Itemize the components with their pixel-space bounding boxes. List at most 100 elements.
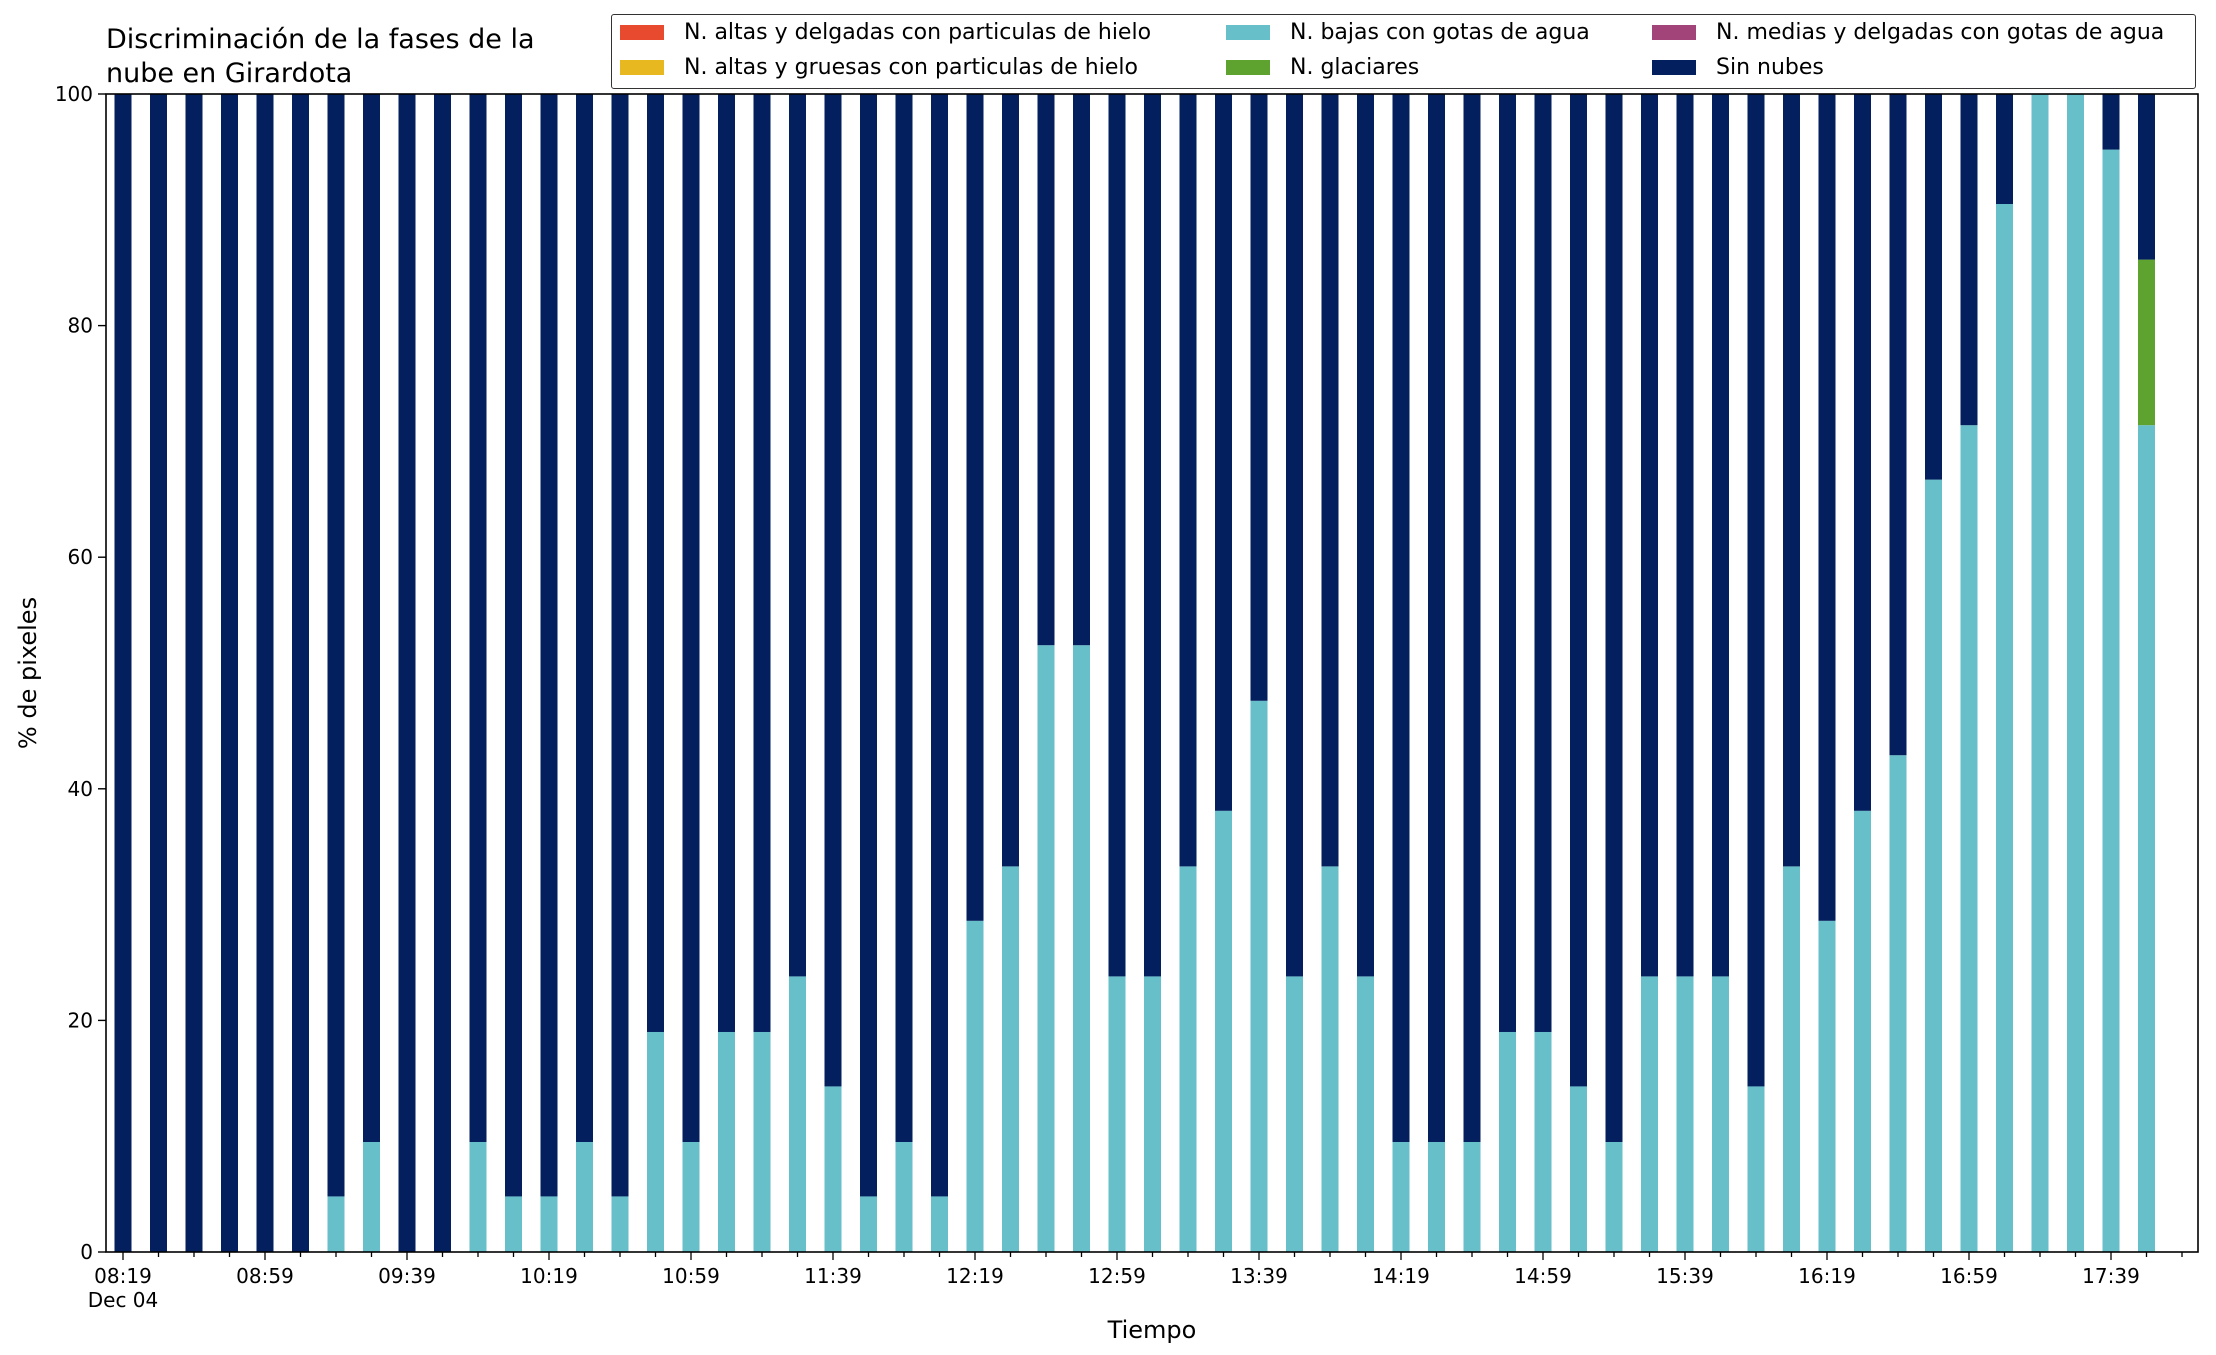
bar-segment-s3-1749: [2138, 259, 2155, 426]
x-tick-label: 09:39: [378, 1264, 436, 1288]
bar-segment-s2-1319: [1179, 866, 1197, 1252]
legend-swatch-medias-delgadas: [1652, 25, 1696, 40]
bar-segment-s2-1629: [1854, 810, 1871, 1252]
bar-segment-s5-1159: [895, 94, 913, 1142]
bar-segment-s5-1739: [2102, 94, 2120, 150]
bar-segment-s2-1449: [1499, 1031, 1516, 1252]
bar-segment-s5-1039: [611, 94, 629, 1197]
bar-segment-s5-1549: [1712, 94, 1729, 977]
bar-segment-s5-1249: [1073, 94, 1090, 646]
bar-segment-s5-1049: [647, 94, 664, 1032]
bar-segment-s5-1529: [1641, 94, 1658, 977]
bar-segment-s5-0919: [327, 94, 345, 1197]
x-tick-label: 17:39: [2082, 1264, 2140, 1288]
bar-segment-s5-1709: [1996, 94, 2013, 205]
bar-segment-s5-0939: [398, 94, 416, 1252]
legend-swatch-glaciares: [1226, 60, 1270, 75]
bar-segment-s2-1049: [647, 1031, 664, 1252]
x-tick-label: 13:39: [1230, 1264, 1288, 1288]
bar-segment-s5-1539: [1676, 94, 1694, 977]
bar-segment-s2-1609: [1783, 866, 1800, 1252]
bar-segment-s2-1729: [2067, 94, 2084, 1252]
legend-label-bajas-gotas: N. bajas con gotas de agua: [1290, 20, 1590, 45]
bar-segment-s2-1249: [1073, 645, 1090, 1252]
bar-segment-s5-0959: [469, 94, 487, 1142]
y-tick-label: 20: [68, 1008, 93, 1032]
y-tick-label: 100: [55, 82, 93, 106]
bar-segment-s5-1459: [1534, 94, 1552, 1032]
x-tick-label: 16:19: [1798, 1264, 1856, 1288]
bar-segment-s2-1439: [1463, 1141, 1481, 1252]
bar-segment-s5-1359: [1321, 94, 1339, 867]
bar-segment-s2-1019: [540, 1196, 558, 1252]
x-tick-label: 11:39: [804, 1264, 862, 1288]
bar-segment-s5-1559: [1747, 94, 1765, 1087]
y-tick-label: 80: [68, 314, 93, 338]
x-tick-sublabel: Dec 04: [88, 1288, 159, 1312]
bar-segment-s5-1659: [1960, 94, 1978, 426]
legend-label-altas-delgadas: N. altas y delgadas con particulas de hi…: [684, 20, 1152, 45]
bar-segment-s5-1239: [1037, 94, 1055, 646]
bar-segment-s2-1739: [2102, 149, 2120, 1253]
bar-segment-s2-1139: [824, 1086, 842, 1252]
bar-segment-s5-0849: [221, 94, 238, 1252]
bar-segment-s5-1339: [1250, 94, 1268, 701]
legend-label-glaciares: N. glaciares: [1290, 55, 1420, 80]
bar-segment-s2-0929: [363, 1141, 380, 1252]
bar-segment-s2-1259: [1108, 976, 1126, 1252]
bar-segment-s5-1019: [540, 94, 558, 1197]
bar-segment-s5-1629: [1854, 94, 1871, 811]
bar-segment-s5-1349: [1286, 94, 1303, 977]
bar-segment-s5-1449: [1499, 94, 1516, 1032]
bar-segment-s5-0829: [150, 94, 167, 1252]
bar-segment-s2-1359: [1321, 866, 1339, 1252]
legend: N. altas y delgadas con particulas de hi…: [611, 14, 2196, 89]
bar-segment-s2-1309: [1144, 976, 1161, 1252]
bar-segment-s2-1149: [860, 1196, 877, 1252]
x-tick-label: 08:59: [236, 1264, 294, 1288]
bar-segment-s2-1519: [1605, 1141, 1623, 1252]
bar-segment-s5-0819: [114, 94, 132, 1252]
bar-segment-s2-1239: [1037, 645, 1055, 1252]
x-tick-label: 12:19: [946, 1264, 1004, 1288]
bar-segment-s2-1159: [895, 1141, 913, 1252]
bar-segment-s2-1559: [1747, 1086, 1765, 1252]
bar-segment-s2-1529: [1641, 976, 1658, 1252]
bar-segment-s2-1219: [966, 920, 984, 1252]
bar-segment-s2-1429: [1428, 1141, 1445, 1252]
chart-title-line-1: Discriminación de la fases de la: [106, 24, 535, 55]
bar-segment-s2-1229: [1002, 866, 1019, 1252]
bar-segment-s2-0959: [469, 1141, 487, 1252]
legend-swatch-bajas-gotas: [1226, 25, 1270, 40]
bar-segment-s5-1429: [1428, 94, 1445, 1142]
bar-segment-s2-1409: [1357, 976, 1374, 1252]
bar-segment-s2-1109: [718, 1031, 735, 1252]
bar-segment-s5-1649: [1925, 94, 1942, 480]
bar-segment-s5-1329: [1215, 94, 1232, 811]
bar-segment-s5-0859: [256, 94, 274, 1252]
bar-segment-s5-1619: [1818, 94, 1836, 921]
bar-segment-s2-1509: [1570, 1086, 1587, 1252]
legend-label-altas-gruesas: N. altas y gruesas con particulas de hie…: [684, 55, 1138, 80]
bar-segment-s5-1119: [753, 94, 771, 1032]
bar-segment-s5-1219: [966, 94, 984, 921]
legend-label-medias-delgadas: N. medias y delgadas con gotas de agua: [1716, 20, 2165, 45]
x-tick-label: 08:19: [94, 1264, 152, 1288]
bar-segment-s5-1129: [789, 94, 806, 977]
y-tick-label: 0: [80, 1240, 93, 1264]
legend-swatch-sin-nubes: [1652, 60, 1696, 75]
y-tick-label: 60: [68, 545, 93, 569]
legend-label-sin-nubes: Sin nubes: [1716, 55, 1824, 80]
bar-segment-s5-1319: [1179, 94, 1197, 867]
bar-segment-s2-1619: [1818, 920, 1836, 1252]
bar-segment-s2-1209: [931, 1196, 948, 1252]
bar-segment-s5-1639: [1889, 94, 1907, 756]
bar-segment-s2-0919: [327, 1196, 345, 1252]
bar-segment-s5-1749: [2138, 94, 2155, 260]
bar-segment-s5-1439: [1463, 94, 1481, 1142]
bar-segment-s2-1039: [611, 1196, 629, 1252]
bar-segment-s2-1749: [2138, 425, 2155, 1252]
bar-segment-s5-1259: [1108, 94, 1126, 977]
bar-segment-s2-1459: [1534, 1031, 1552, 1252]
x-tick-label: 15:39: [1656, 1264, 1714, 1288]
